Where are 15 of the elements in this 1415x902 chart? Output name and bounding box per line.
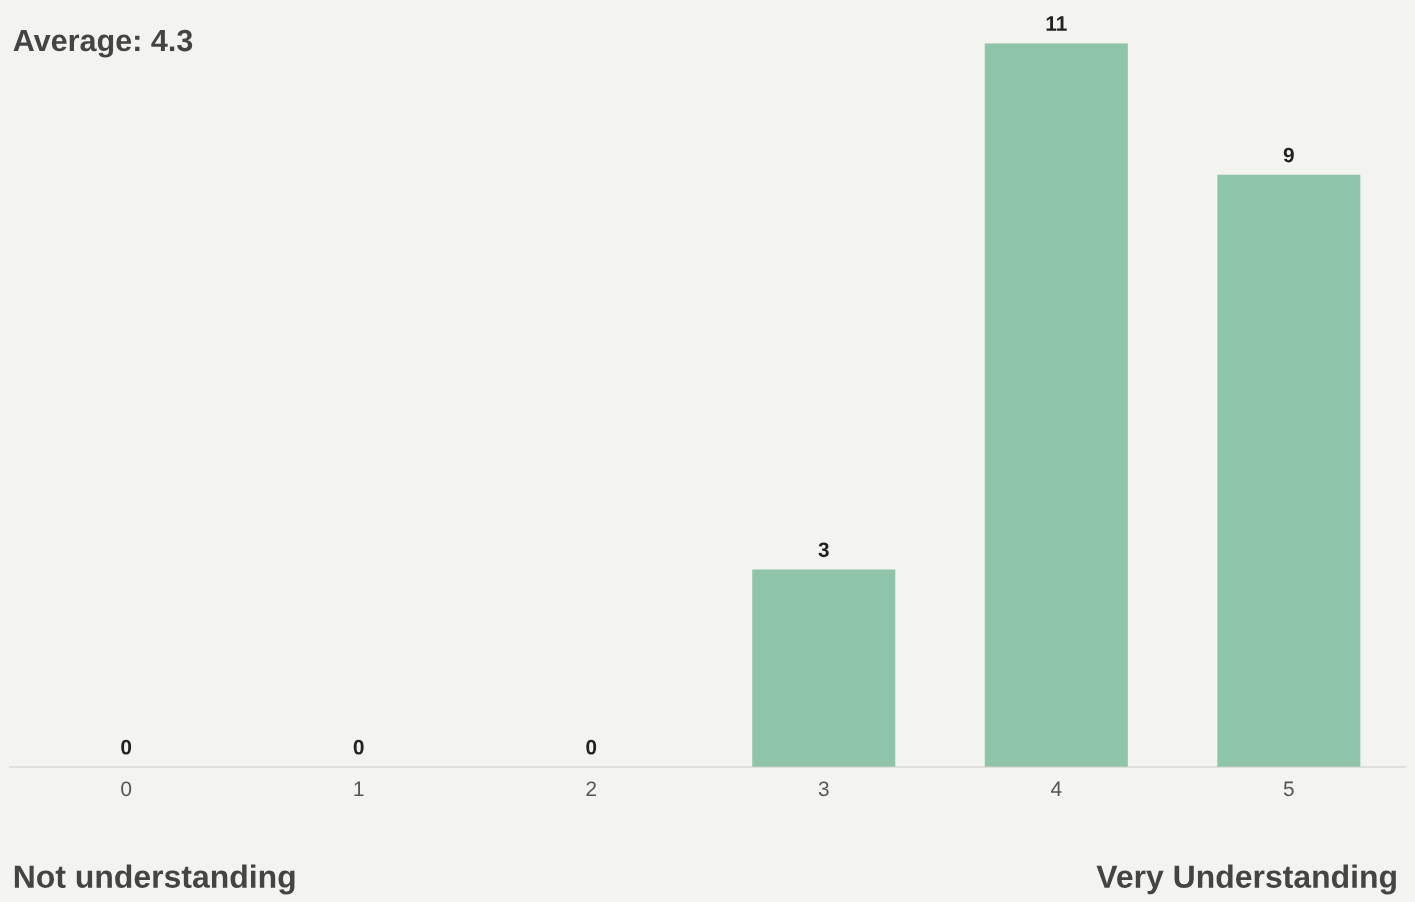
- chart-title: Average: 4.3: [13, 29, 193, 58]
- data-label: 9: [1283, 147, 1294, 163]
- x-tick-label: 1: [354, 781, 364, 796]
- data-label: 0: [353, 739, 364, 755]
- data-label: 11: [1046, 16, 1067, 31]
- x-tick-label: 3: [818, 781, 829, 797]
- data-label: 0: [586, 739, 597, 755]
- x-tick-label: 2: [586, 781, 596, 796]
- x-tick-label: 0: [121, 781, 132, 797]
- data-label: 0: [121, 739, 132, 755]
- text: Very Understanding: [1096, 864, 1396, 895]
- x-tick-label: 4: [1050, 781, 1062, 796]
- x-tick-label: 5: [1283, 781, 1294, 797]
- data-label: 3: [818, 542, 829, 558]
- text: Not understanding: [14, 864, 295, 895]
